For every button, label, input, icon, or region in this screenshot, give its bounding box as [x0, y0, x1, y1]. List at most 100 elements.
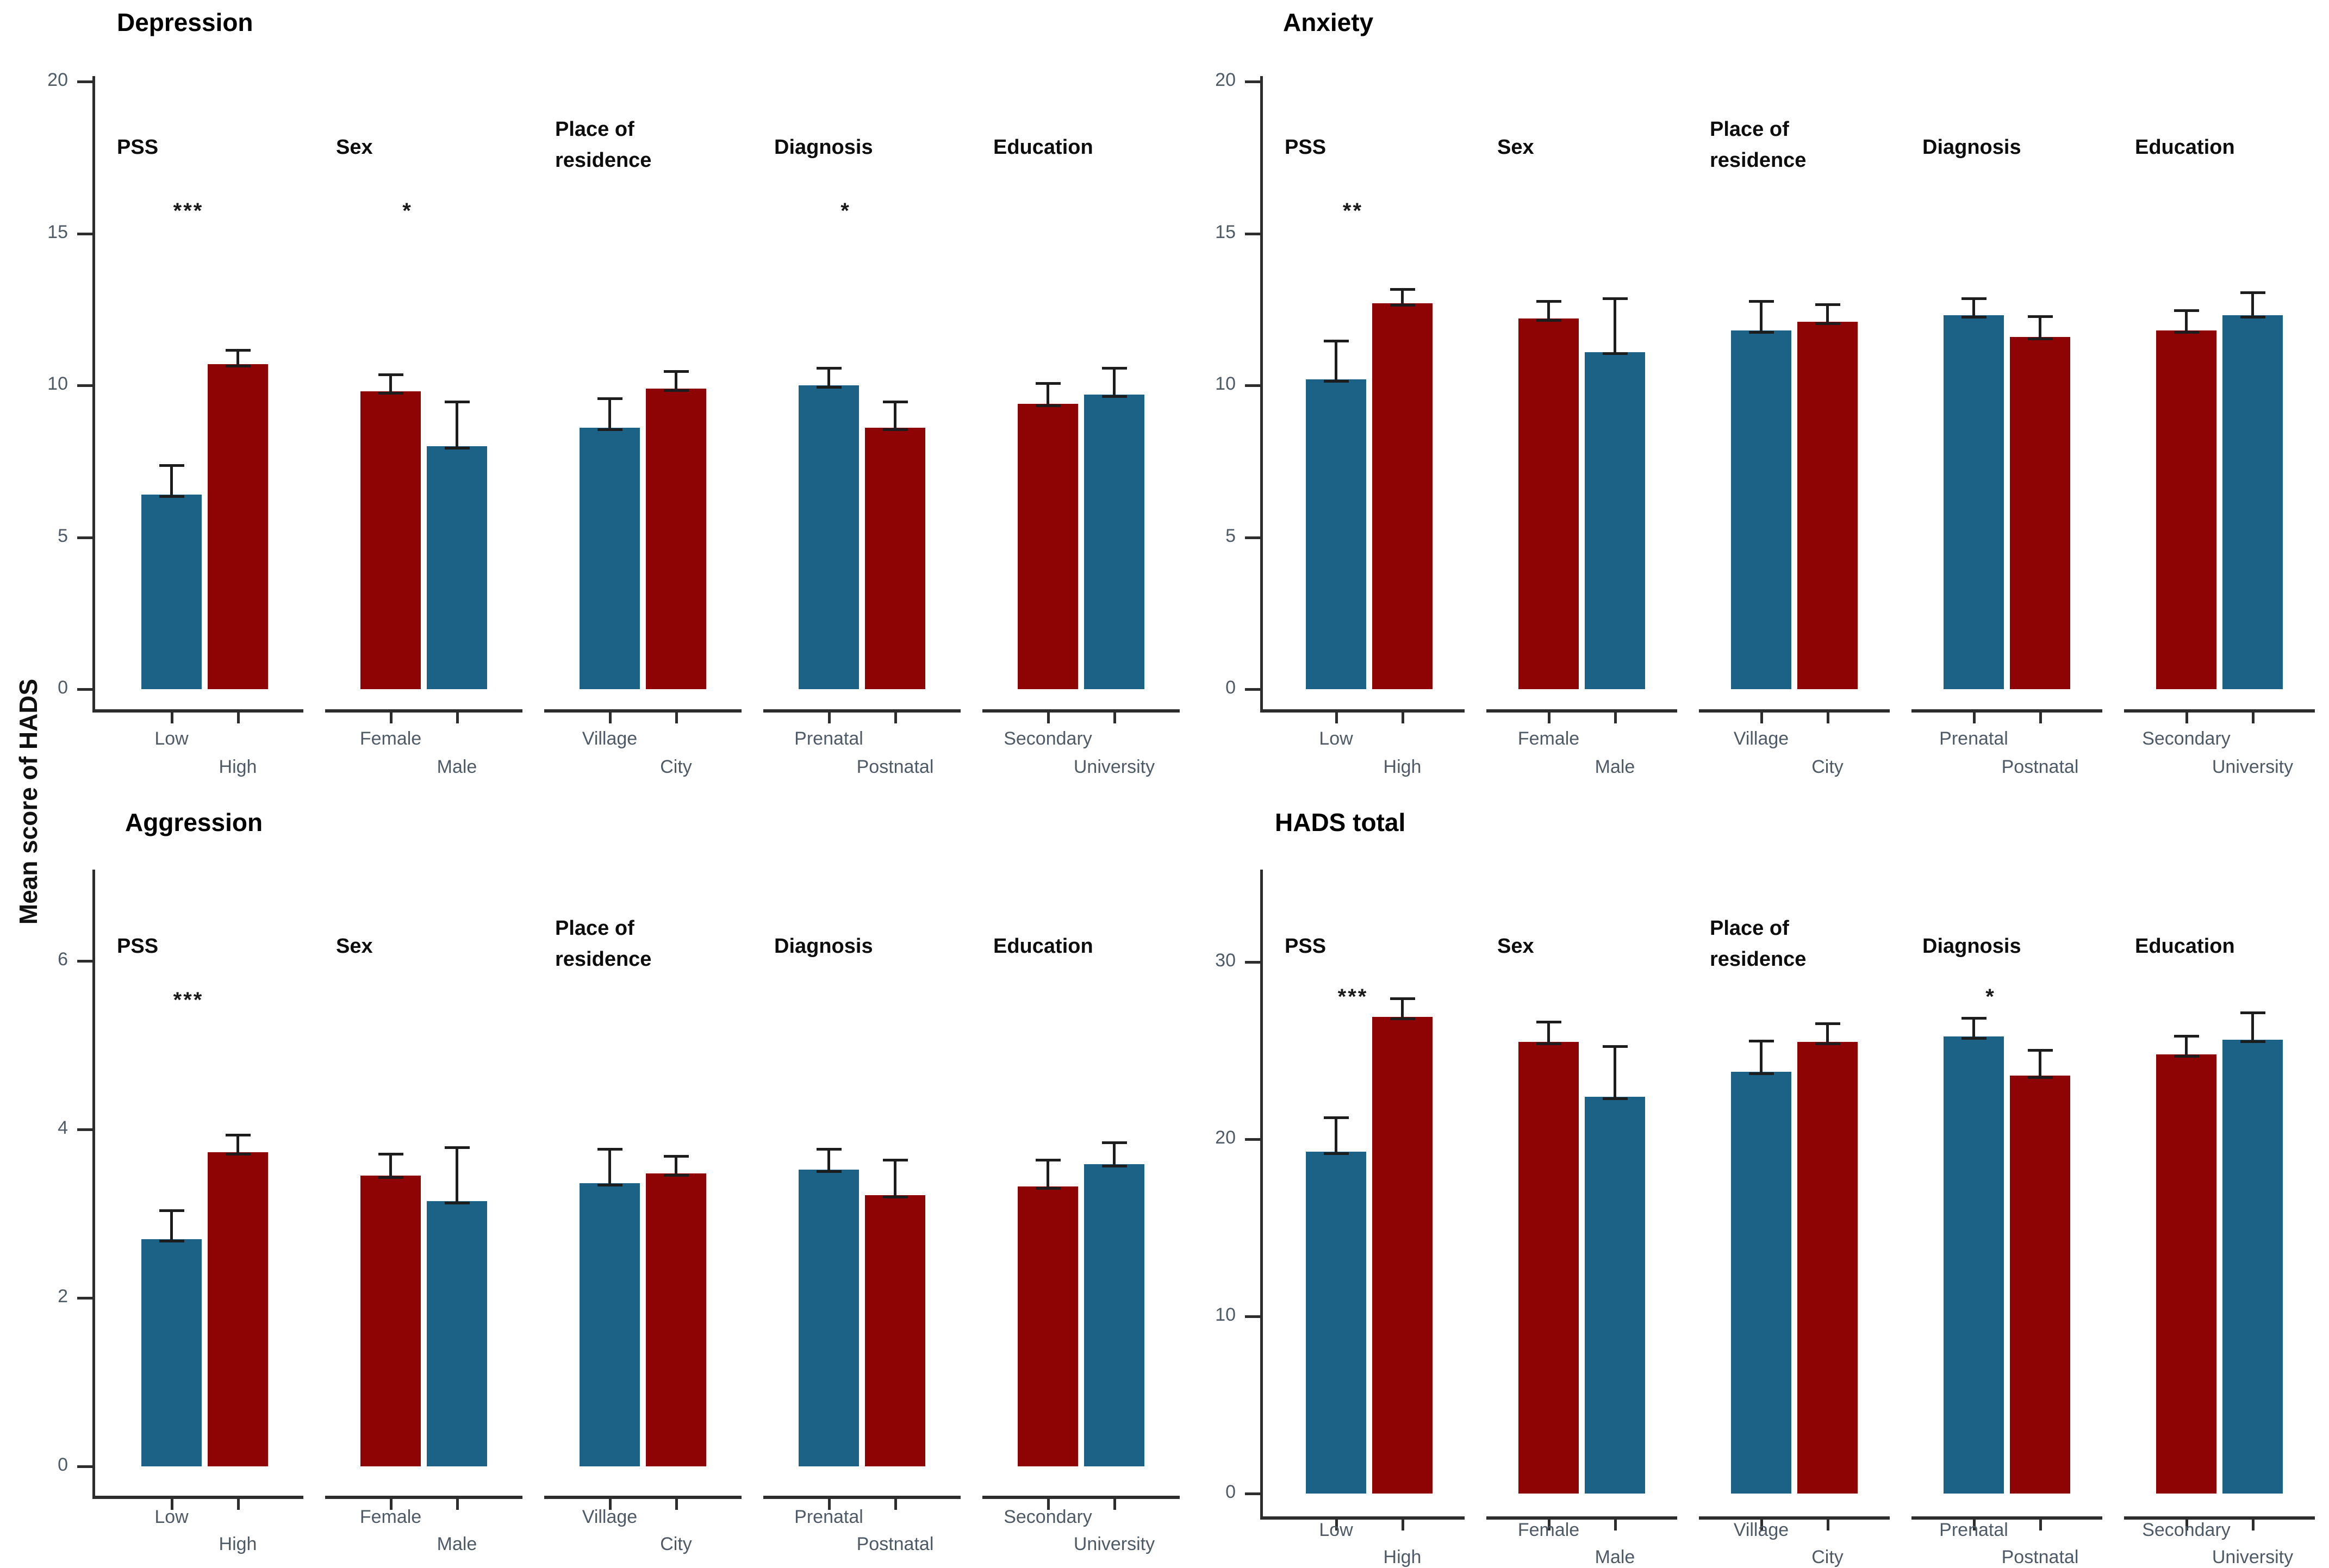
y-axis-line — [92, 870, 95, 1499]
error-bar-top-cap — [1536, 1021, 1561, 1023]
bar-female — [360, 391, 421, 689]
error-bar — [1324, 340, 1349, 383]
error-bar-line — [1614, 1045, 1616, 1100]
x-category-label: Prenatal — [720, 1507, 938, 1528]
x-tick — [1827, 713, 1829, 723]
bar-male — [427, 1201, 487, 1466]
bar-city — [1797, 1042, 1858, 1494]
error-bar — [1102, 1141, 1127, 1167]
error-bar-top-cap — [2174, 309, 2199, 312]
error-bar-top-cap — [883, 1159, 908, 1161]
error-bar — [2028, 1049, 2053, 1079]
error-bar-top-cap — [1815, 303, 1840, 306]
panel-title: Depression — [117, 8, 253, 37]
error-bar-top-cap — [597, 1148, 622, 1151]
error-bar-top-cap — [159, 1209, 184, 1212]
error-bar-top-cap — [2028, 1049, 2053, 1052]
error-bar — [2240, 1011, 2265, 1043]
error-bar-top-cap — [1036, 382, 1061, 385]
x-category-label: Secondary — [2078, 1520, 2295, 1541]
error-bar-line — [1047, 1159, 1049, 1190]
y-axis-title: Mean score of HADS — [14, 503, 46, 1101]
error-bar-top-cap — [597, 397, 622, 400]
y-tick — [77, 1297, 92, 1300]
significance-stars: *** — [1253, 985, 1454, 1009]
x-axis-segment — [982, 709, 1180, 713]
bar-city — [646, 1173, 706, 1466]
group-header: Sex — [336, 132, 555, 163]
y-tick — [1245, 536, 1260, 539]
error-bar — [378, 373, 403, 395]
bar-high — [1372, 1017, 1433, 1494]
x-category-label: Male — [1506, 757, 1724, 778]
group-header: Sex — [1497, 132, 1710, 163]
error-bar-bottom-cap — [226, 1153, 251, 1155]
error-bar — [1324, 1116, 1349, 1155]
y-tick-label: 10 — [0, 373, 68, 395]
bar-prenatal — [799, 1170, 859, 1466]
group-header: Place of residence — [555, 114, 774, 176]
error-bar-line — [827, 1148, 830, 1173]
error-bar-bottom-cap — [2174, 331, 2199, 334]
group-header: Place of residence — [555, 913, 774, 975]
group-header: Sex — [336, 931, 555, 962]
error-bar — [2174, 309, 2199, 334]
error-bar-bottom-cap — [2240, 1040, 2265, 1043]
error-bar — [817, 1148, 842, 1173]
y-tick-label: 6 — [0, 949, 68, 970]
error-bar — [159, 1209, 184, 1242]
error-bar-bottom-cap — [1815, 322, 1840, 325]
group-header: Sex — [1497, 931, 1710, 962]
error-bar — [159, 464, 184, 498]
error-bar-line — [608, 397, 611, 431]
error-bar — [883, 401, 908, 431]
error-bar-top-cap — [226, 1134, 251, 1136]
x-tick — [2252, 1520, 2255, 1530]
error-bar-line — [1335, 340, 1337, 383]
error-bar-bottom-cap — [664, 1174, 689, 1177]
bar-village — [1731, 1072, 1791, 1494]
group-header: Diagnosis — [774, 931, 993, 962]
y-tick — [77, 233, 92, 235]
error-bar-bottom-cap — [226, 365, 251, 367]
error-bar — [883, 1159, 908, 1198]
x-tick — [2185, 713, 2188, 723]
x-tick — [2252, 713, 2255, 723]
error-bar-line — [608, 1148, 611, 1186]
y-tick-label: 15 — [1149, 222, 1236, 243]
y-tick-label: 0 — [0, 677, 68, 698]
bar-female — [1518, 318, 1579, 689]
error-bar-top-cap — [1961, 297, 1986, 300]
x-category-label: Prenatal — [1865, 728, 2083, 749]
y-tick-label: 10 — [1149, 373, 1236, 395]
bar-university — [1084, 1164, 1144, 1466]
x-category-label: City — [568, 1534, 785, 1555]
error-bar-line — [1972, 1017, 1975, 1040]
error-bar — [1961, 297, 1986, 319]
group-header: Education — [2135, 132, 2329, 163]
error-bar — [1815, 303, 1840, 325]
x-axis-segment — [544, 1496, 742, 1499]
bar-postnatal — [2010, 337, 2070, 689]
group-header: Place of residence — [1710, 913, 1922, 975]
error-bar-top-cap — [2174, 1035, 2199, 1038]
bar-high — [208, 364, 268, 689]
x-category-label: Village — [1653, 728, 1870, 749]
x-category-label: Low — [1228, 1520, 1445, 1541]
x-tick — [2039, 713, 2042, 723]
error-bar — [445, 401, 470, 449]
x-axis-segment — [1486, 709, 1677, 713]
group-header: Diagnosis — [774, 132, 993, 163]
error-bar-line — [1614, 297, 1616, 355]
x-category-label: City — [1719, 757, 1936, 778]
x-tick — [675, 1499, 678, 1510]
y-tick — [77, 1128, 92, 1131]
bar-university — [2222, 1040, 2283, 1494]
error-bar — [1390, 288, 1415, 307]
x-axis-segment — [544, 709, 742, 713]
x-category-label: High — [1294, 757, 1511, 778]
significance-stars: * — [745, 199, 946, 223]
bar-prenatal — [799, 385, 859, 689]
x-tick — [1402, 713, 1404, 723]
error-bar-top-cap — [1536, 300, 1561, 303]
